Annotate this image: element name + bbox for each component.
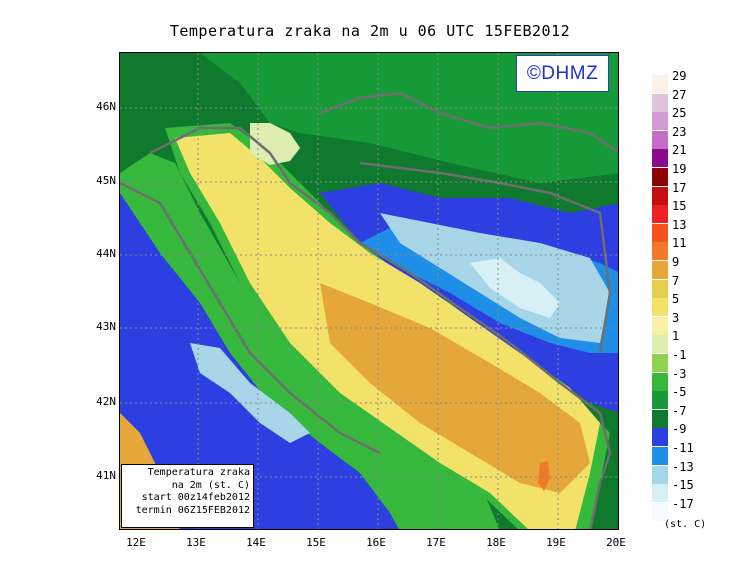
legend-swatch [652, 75, 668, 93]
legend-label: -13 [672, 459, 694, 474]
legend-label: -3 [672, 366, 687, 381]
legend-label: 25 [672, 106, 687, 121]
legend-swatch [652, 316, 668, 335]
legend-swatch [652, 428, 668, 447]
legend-label: 29 [672, 69, 687, 83]
italian-cold-zone [120, 193, 399, 529]
legend-label: -11 [672, 441, 694, 455]
legend-label: 15 [672, 199, 687, 214]
legend-swatch [652, 112, 668, 131]
legend-swatch [652, 409, 668, 428]
coldest-land-zone [470, 258, 560, 318]
adriatic-warm-core [320, 283, 590, 493]
legend-swatch [652, 223, 668, 242]
lon-label-14e: 14E [246, 536, 266, 549]
lon-label-13e: 13E [186, 536, 206, 549]
legend-swatch [652, 261, 668, 279]
legend-label: -17 [672, 496, 694, 511]
lon-label-12e: 12E [126, 536, 146, 549]
info-line-title: Temperatura zraka [147, 467, 250, 478]
legend-label: 21 [672, 143, 687, 158]
legend-label: 3 [672, 310, 680, 325]
lon-label-16e: 16E [366, 536, 386, 549]
legend-swatch [652, 130, 668, 149]
legend-swatch [652, 484, 668, 503]
legend-label: -9 [672, 422, 687, 437]
lon-label-20e: 20E [606, 536, 626, 549]
legend-swatch [652, 242, 668, 261]
legend-label: 9 [672, 255, 680, 269]
lat-label-42n: 42N [96, 395, 116, 408]
legend-swatch [652, 502, 668, 521]
legend-swatch [652, 279, 668, 298]
legend-swatch [652, 335, 668, 354]
legend-label: 19 [672, 162, 687, 176]
legend-swatch [652, 447, 668, 465]
info-line-start: start 00z14feb2012 [141, 492, 250, 503]
lon-label-17e: 17E [426, 536, 446, 549]
legend-swatch [652, 298, 668, 317]
lon-label-18e: 18E [486, 536, 506, 549]
apennine-cold-zone [190, 343, 310, 443]
legend-label: 11 [672, 236, 687, 251]
legend-label: -5 [672, 385, 687, 400]
legend-label: -1 [672, 348, 687, 362]
map-canvas [120, 53, 618, 529]
legend-swatch [652, 391, 668, 410]
legend-swatch [652, 205, 668, 224]
legend-swatch [652, 465, 668, 484]
legend-swatch [652, 372, 668, 391]
legend-swatch [652, 186, 668, 205]
inner-border [359, 161, 612, 354]
legend-label: 7 [672, 273, 680, 288]
legend-label: -7 [672, 403, 687, 418]
legend-swatch [652, 93, 668, 112]
legend-label: 5 [672, 292, 680, 307]
eastern-coastline [149, 126, 612, 529]
lat-label-41n: 41N [96, 469, 116, 482]
legend-unit: (st. C) [664, 519, 707, 530]
legend-swatch [652, 168, 668, 186]
lat-label-45n: 45N [96, 174, 116, 187]
lat-label-44n: 44N [96, 247, 116, 260]
dhmz-copyright-logo: ©DHMZ [516, 55, 609, 92]
legend-label: 13 [672, 217, 687, 232]
legend-label: -15 [672, 478, 694, 493]
northern-border [319, 91, 618, 154]
lat-lon-grid [120, 53, 618, 529]
lat-label-43n: 43N [96, 320, 116, 333]
info-line-termin: termin 06Z15FEB2012 [135, 504, 250, 516]
lon-label-15e: 15E [306, 536, 326, 549]
info-line-unit: na 2m (st. C) [171, 479, 250, 491]
legend-label: 1 [672, 329, 680, 344]
legend-swatch [652, 354, 668, 372]
warm-spot [538, 461, 550, 491]
lat-label-46n: 46N [96, 100, 116, 113]
legend-label: 17 [672, 180, 687, 195]
northern-land-zone [120, 53, 618, 183]
legend-label: 23 [672, 124, 687, 139]
forecast-info-box: Temperatura zraka na 2m (st. C) start 00… [121, 464, 254, 528]
lon-label-19e: 19E [546, 536, 566, 549]
map-title: Temperatura zraka na 2m u 06 UTC 15FEB20… [169, 22, 571, 40]
temperature-map [119, 52, 619, 530]
legend-swatch [652, 149, 668, 168]
legend-label: 27 [672, 87, 687, 102]
istria-zone [250, 123, 300, 165]
